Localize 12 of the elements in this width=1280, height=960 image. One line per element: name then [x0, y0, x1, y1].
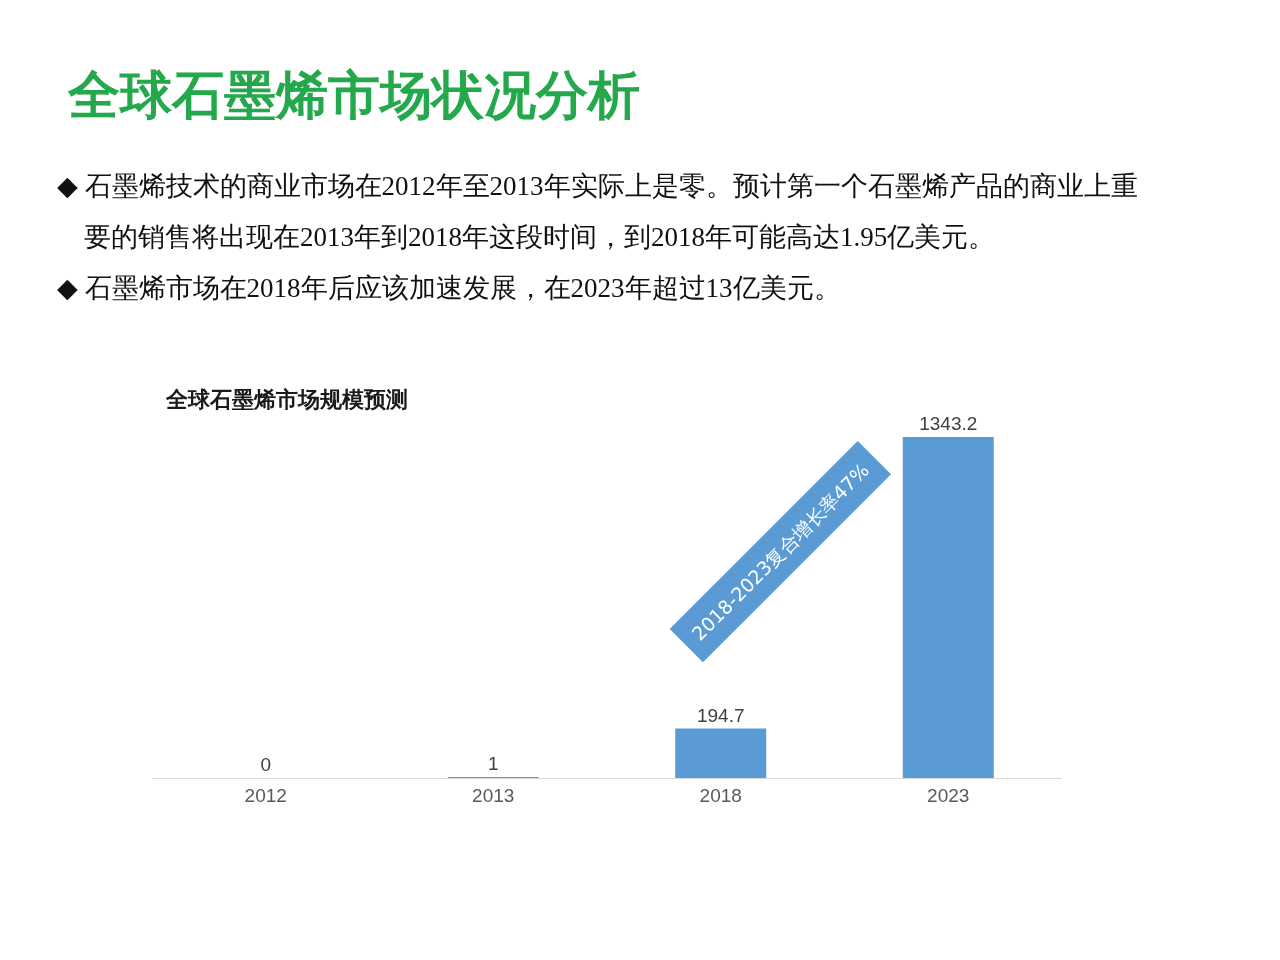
x-tick-label: 2023 [927, 784, 970, 806]
text: ◆ 石墨烯市场在2018年后应该加速发展，在2023年超过13亿美元。 [57, 273, 841, 303]
chart-subtitle: 全球石墨烯市场规模预测 [165, 387, 408, 412]
text: ◆ 石墨烯技术的商业市场在2012年至2013年实际上是零。预计第一个石墨烯产品的商业上重要的销售将出现在2013年到2018年这段时间，到2018年可能高达1.95亿美元。 [57, 171, 1138, 252]
data-label: 1 [487, 753, 499, 774]
data-label: 1343.2 [919, 413, 978, 434]
x-tick-label: 2013 [472, 784, 515, 806]
data-label: 0 [260, 754, 272, 775]
data-label: 194.7 [696, 704, 745, 726]
x-tick-label: 2012 [244, 784, 287, 806]
chart-title: 全球石墨烯市场状况分析 [67, 65, 640, 126]
x-tick-label: 2018 [699, 784, 742, 806]
